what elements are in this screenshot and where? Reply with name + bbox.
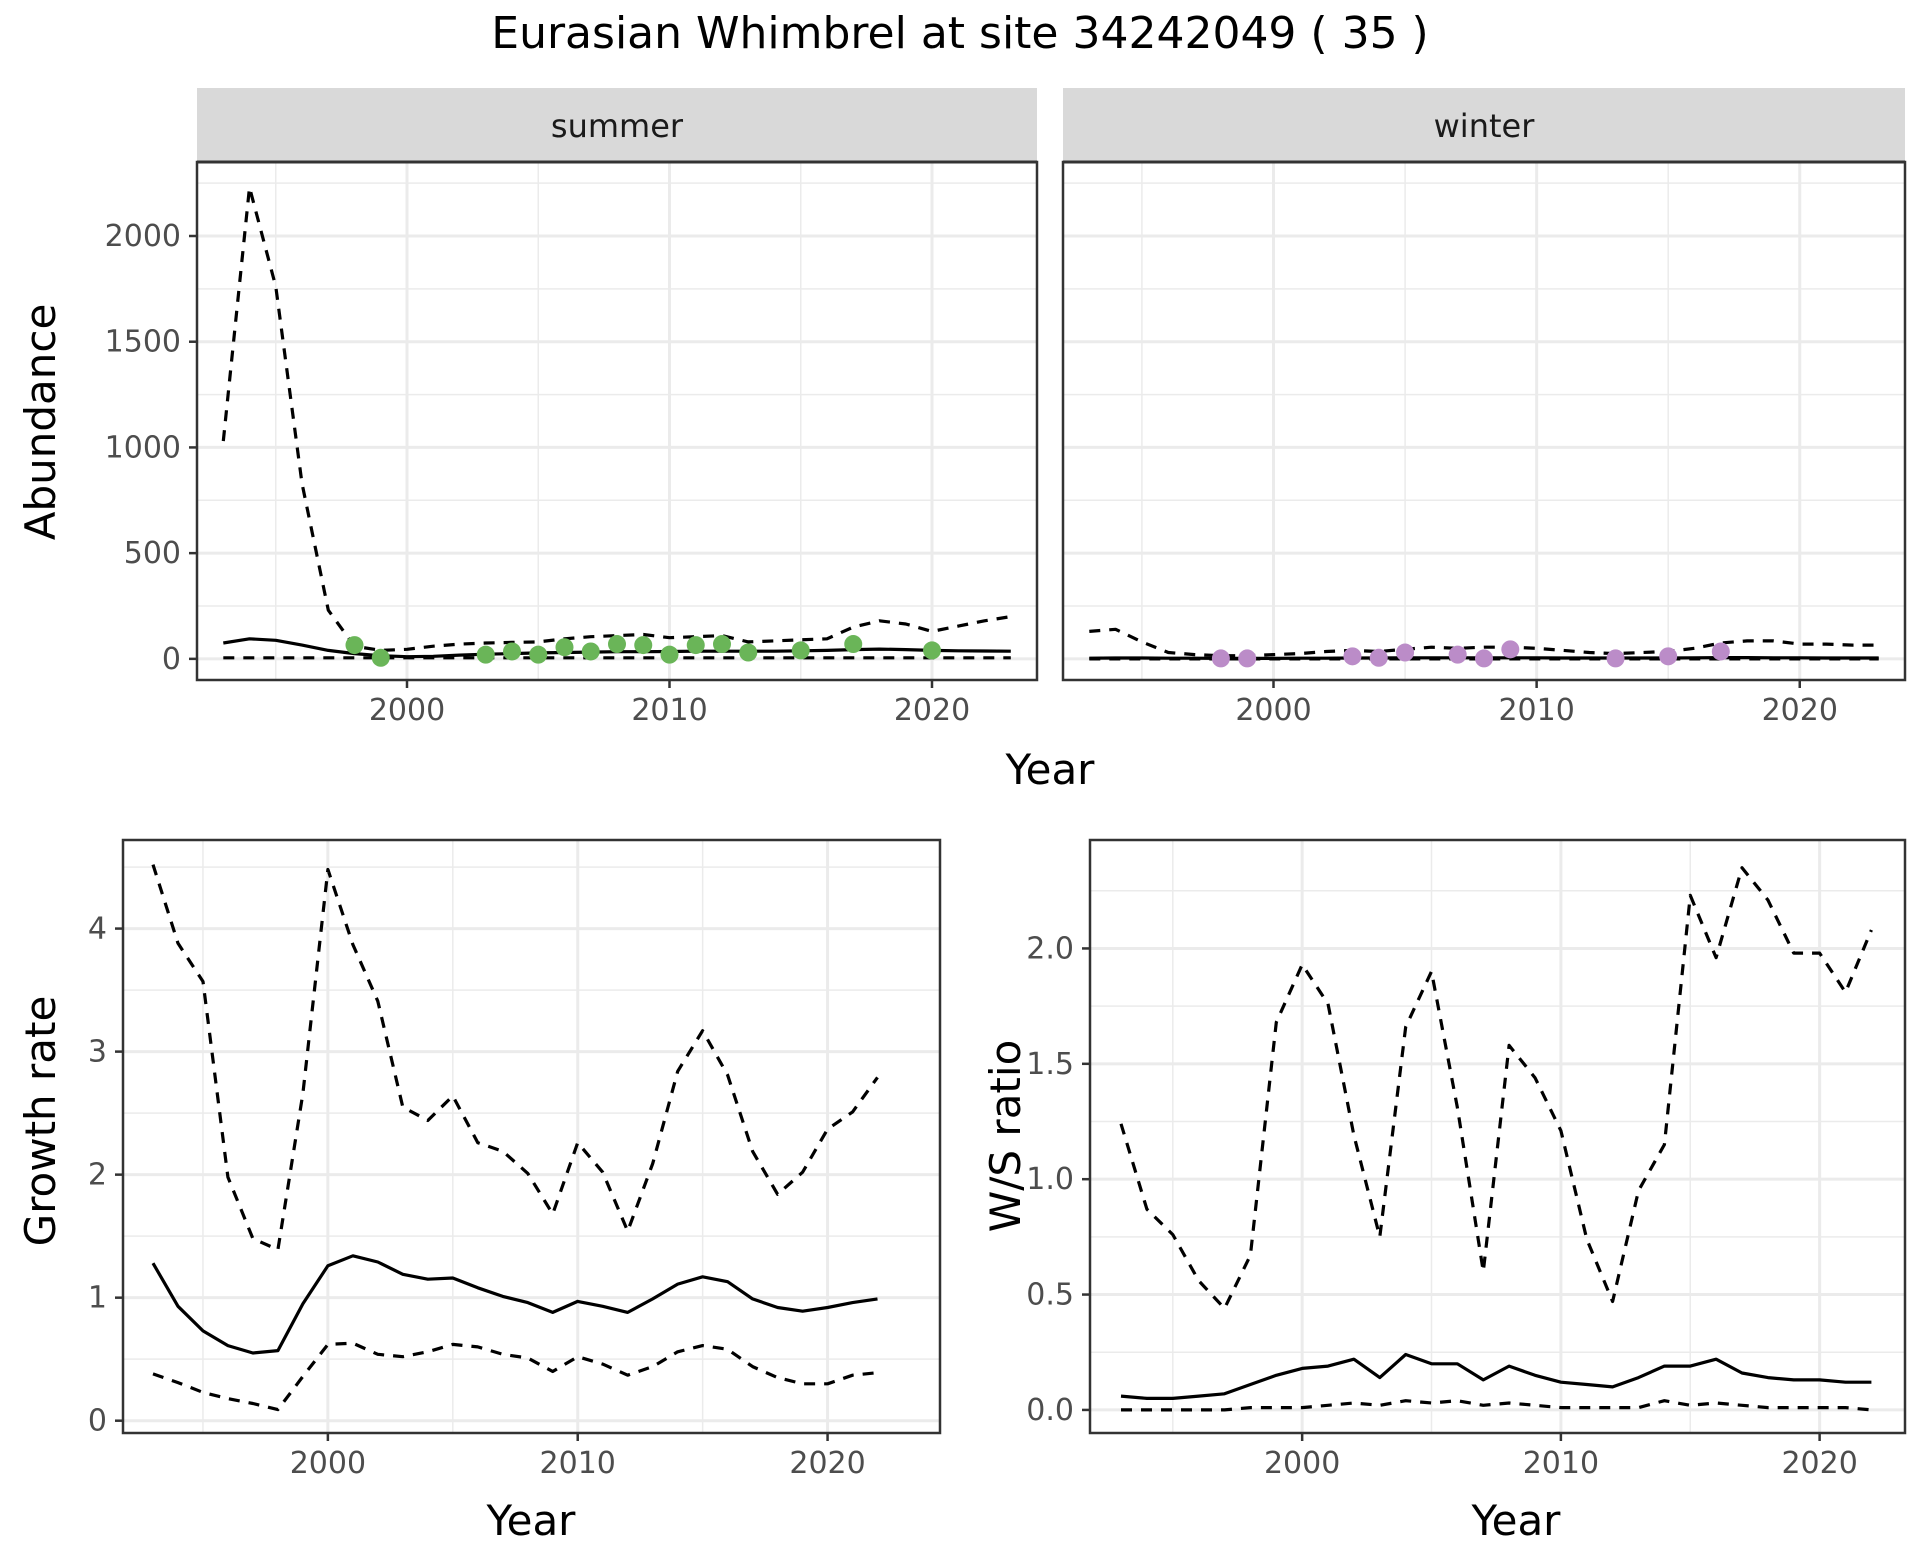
x-tick-label: 2010 (540, 1446, 616, 1481)
mean-line (151, 1254, 878, 1355)
ws-x-axis-title: Year (1471, 1496, 1562, 1545)
observation-point (1211, 649, 1230, 668)
y-tick-label: 4 (88, 912, 107, 947)
observation-point (476, 645, 495, 664)
observation-point (1606, 649, 1625, 668)
winter-strip (1063, 88, 1905, 162)
observation-point (791, 641, 810, 660)
x-tick-label: 2000 (369, 693, 445, 728)
x-tick-label: 2010 (1523, 1446, 1599, 1481)
x-tick-label: 2000 (290, 1446, 366, 1481)
upper-ci-line (151, 864, 879, 1252)
observation-point (1501, 640, 1520, 659)
observation-point (581, 642, 600, 661)
growth-rate-chart: 2000 2010 2020 0 1 2 3 4 Year Growth rate (16, 838, 942, 1545)
observation-point (739, 643, 758, 662)
y-tick-label: 500 (124, 536, 181, 571)
lower-ci-line (1121, 1399, 1872, 1412)
observation-point (1659, 647, 1678, 666)
upper-ci-line (1089, 627, 1879, 658)
summer-strip (197, 88, 1037, 162)
figure-title: Eurasian Whimbrel at site 34242049 ( 35 … (491, 8, 1428, 59)
panel-border (195, 160, 1039, 682)
summer-strip-label: summer (551, 107, 684, 145)
x-tick-label: 2010 (631, 693, 707, 728)
observation-point (1238, 649, 1257, 668)
growth-x-axis-title: Year (486, 1496, 577, 1545)
y-tick-label: 1 (88, 1281, 107, 1316)
winter-strip-label: winter (1434, 107, 1536, 145)
y-tick-label: 1000 (105, 430, 181, 465)
panel-border (1061, 160, 1907, 682)
y-tick-label: 2.0 (1026, 931, 1074, 966)
mean-line (1120, 1352, 1872, 1401)
y-tick-label: 2 (88, 1158, 107, 1193)
winter-panel: 2000 2010 2020 (1061, 160, 1907, 728)
y-tick-label: 1.0 (1026, 1162, 1074, 1197)
y-tick-label: 0 (162, 642, 181, 677)
panel-border (1088, 838, 1907, 1435)
abundance-y-axis-title: Abundance (16, 304, 65, 541)
observation-point (608, 635, 626, 654)
y-tick-label: 3 (88, 1035, 107, 1070)
y-tick-label: 0.5 (1026, 1278, 1074, 1313)
observation-point (1369, 648, 1388, 667)
x-tick-label: 2020 (894, 693, 970, 728)
upper-ci-line (221, 185, 1012, 653)
y-tick-label: 1500 (105, 325, 181, 360)
observation-point (555, 638, 574, 657)
abundance-chart: summer winter 2000 2010 202005001000150020… (16, 88, 1907, 794)
observation-point (923, 641, 941, 660)
summer-panel: 2000 2010 2020 0 500 1000 1500 2000 (105, 160, 1039, 728)
observation-point (634, 636, 653, 655)
x-tick-label: 2020 (1762, 693, 1838, 728)
growth-y-axis-title: Growth rate (16, 996, 65, 1247)
observation-point (1475, 649, 1493, 668)
x-tick-label: 2020 (1781, 1446, 1857, 1481)
observation-point (686, 636, 705, 655)
observation-point (529, 645, 548, 664)
observation-point (345, 636, 364, 655)
x-tick-label: 2000 (1264, 1446, 1340, 1481)
y-tick-label: 0.0 (1026, 1393, 1074, 1428)
observation-point (660, 645, 679, 664)
y-tick-label: 1.5 (1026, 1047, 1074, 1082)
lower-ci-line (152, 1341, 878, 1412)
upper-ci-line (1119, 866, 1873, 1311)
panel-border (121, 838, 942, 1435)
observation-point (844, 635, 863, 654)
observation-point (1711, 642, 1730, 661)
x-tick-label: 2000 (1235, 693, 1311, 728)
growth-rate-panel: 2000 2010 2020 0 1 2 3 4 (88, 838, 942, 1481)
x-tick-label: 2020 (789, 1446, 865, 1481)
observation-point (713, 635, 731, 654)
ws-ratio-chart: 2000 2010 2020 0.0 0.5 1.0 1.5 2.0 Year W/S rat… (981, 838, 1907, 1545)
ws-y-axis-title: W/S ratio (981, 1040, 1030, 1233)
x-tick-label: 2010 (1498, 693, 1574, 728)
observation-point (1343, 647, 1362, 666)
abundance-x-axis-title: Year (1005, 745, 1096, 794)
observation-point (371, 648, 390, 667)
observation-point (1448, 645, 1467, 664)
y-tick-label: 0 (88, 1404, 107, 1439)
observation-point (503, 642, 521, 661)
ws-ratio-panel: 2000 2010 2020 0.0 0.5 1.0 1.5 2.0 (1026, 838, 1907, 1481)
y-tick-label: 2000 (105, 219, 181, 254)
observation-point (1396, 643, 1415, 662)
